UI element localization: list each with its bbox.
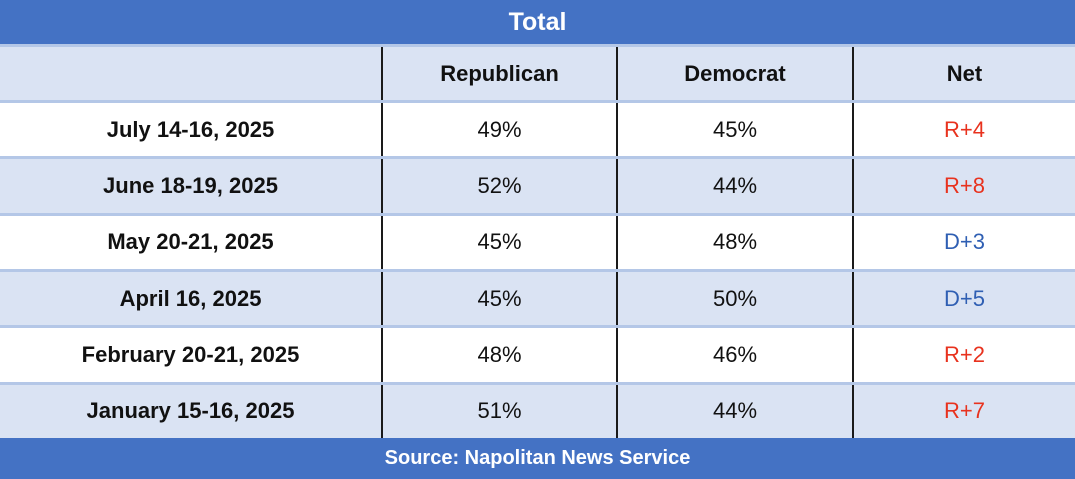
table-row: February 20-21, 2025 48% 46% R+2 — [0, 325, 1075, 382]
row-republican: 45% — [381, 215, 616, 269]
header-democrat: Democrat — [616, 47, 852, 100]
table-row: June 18-19, 2025 52% 44% R+8 — [0, 156, 1075, 213]
row-democrat: 46% — [616, 328, 852, 382]
table-row: January 15-16, 2025 51% 44% R+7 — [0, 381, 1075, 438]
row-republican: 52% — [381, 159, 616, 213]
row-democrat: 45% — [616, 103, 852, 157]
row-net: R+7 — [852, 384, 1075, 438]
row-net: D+5 — [852, 271, 1075, 326]
header-republican: Republican — [381, 47, 616, 100]
row-republican: 45% — [381, 271, 616, 326]
row-date: June 18-19, 2025 — [103, 172, 278, 198]
row-republican: 49% — [381, 103, 616, 157]
row-net: R+8 — [852, 159, 1075, 213]
row-date: February 20-21, 2025 — [81, 341, 300, 367]
row-democrat: 48% — [616, 215, 852, 269]
row-republican: 51% — [381, 384, 616, 438]
row-net: D+3 — [852, 215, 1075, 269]
header-net: Net — [852, 47, 1075, 100]
row-net: R+2 — [852, 328, 1075, 382]
row-democrat: 44% — [616, 384, 852, 438]
row-date: July 14-16, 2025 — [106, 116, 275, 142]
row-republican: 48% — [381, 328, 616, 382]
row-democrat: 50% — [616, 271, 852, 326]
table-row: April 16, 2025 45% 50% D+5 — [0, 268, 1075, 326]
table-row: July 14-16, 2025 49% 45% R+4 — [0, 100, 1075, 157]
header-blank — [0, 47, 381, 100]
row-date: January 15-16, 2025 — [86, 398, 295, 424]
header-row: Republican Democrat Net — [0, 44, 1075, 100]
row-net: R+4 — [852, 103, 1075, 157]
table-row: May 20-21, 2025 45% 48% D+3 — [0, 212, 1075, 269]
row-date: May 20-21, 2025 — [107, 229, 274, 255]
row-date: April 16, 2025 — [119, 285, 262, 311]
table-title: Total — [0, 0, 1075, 44]
row-democrat: 44% — [616, 159, 852, 213]
source-note: Source: Napolitan News Service — [0, 438, 1075, 479]
